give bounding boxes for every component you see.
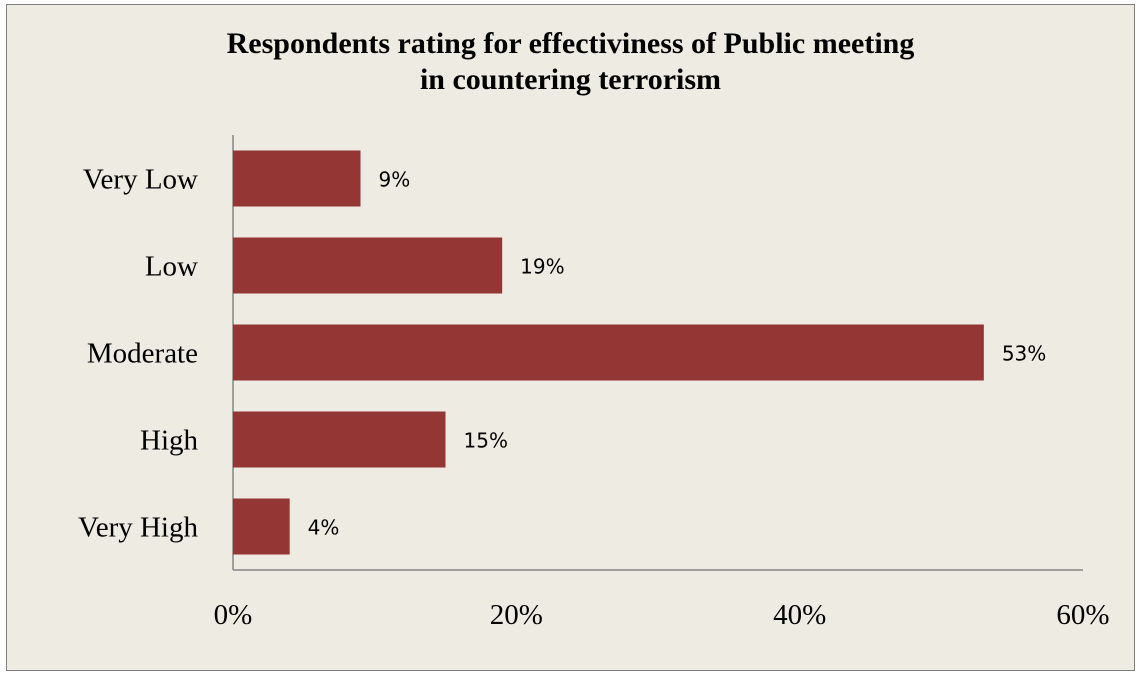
x-tick-label: 40% bbox=[773, 599, 826, 631]
data-label: 9% bbox=[379, 168, 411, 192]
category-label: High bbox=[140, 425, 199, 457]
bar-high bbox=[233, 411, 446, 468]
bar-moderate bbox=[233, 324, 984, 381]
chart-title-line-2: in countering terrorism bbox=[419, 63, 722, 96]
category-label: Very High bbox=[78, 512, 199, 544]
x-tick-label: 60% bbox=[1056, 599, 1109, 631]
x-tick-label: 20% bbox=[490, 599, 543, 631]
bar-low bbox=[233, 237, 503, 294]
category-label: Very Low bbox=[83, 164, 198, 196]
data-label: 53% bbox=[1002, 342, 1046, 366]
data-label: 19% bbox=[520, 255, 564, 279]
chart-title-line-1: Respondents rating for effectiviness of … bbox=[226, 27, 915, 60]
data-label: 4% bbox=[308, 516, 340, 540]
category-label: Moderate bbox=[87, 338, 198, 370]
data-label: 15% bbox=[464, 429, 508, 453]
x-tick-label: 0% bbox=[214, 599, 253, 631]
category-label: Low bbox=[145, 251, 198, 283]
bar-very-low bbox=[233, 150, 361, 207]
bar-very-high bbox=[233, 498, 290, 555]
chart-title: Respondents rating for effectiviness of … bbox=[0, 26, 1141, 98]
